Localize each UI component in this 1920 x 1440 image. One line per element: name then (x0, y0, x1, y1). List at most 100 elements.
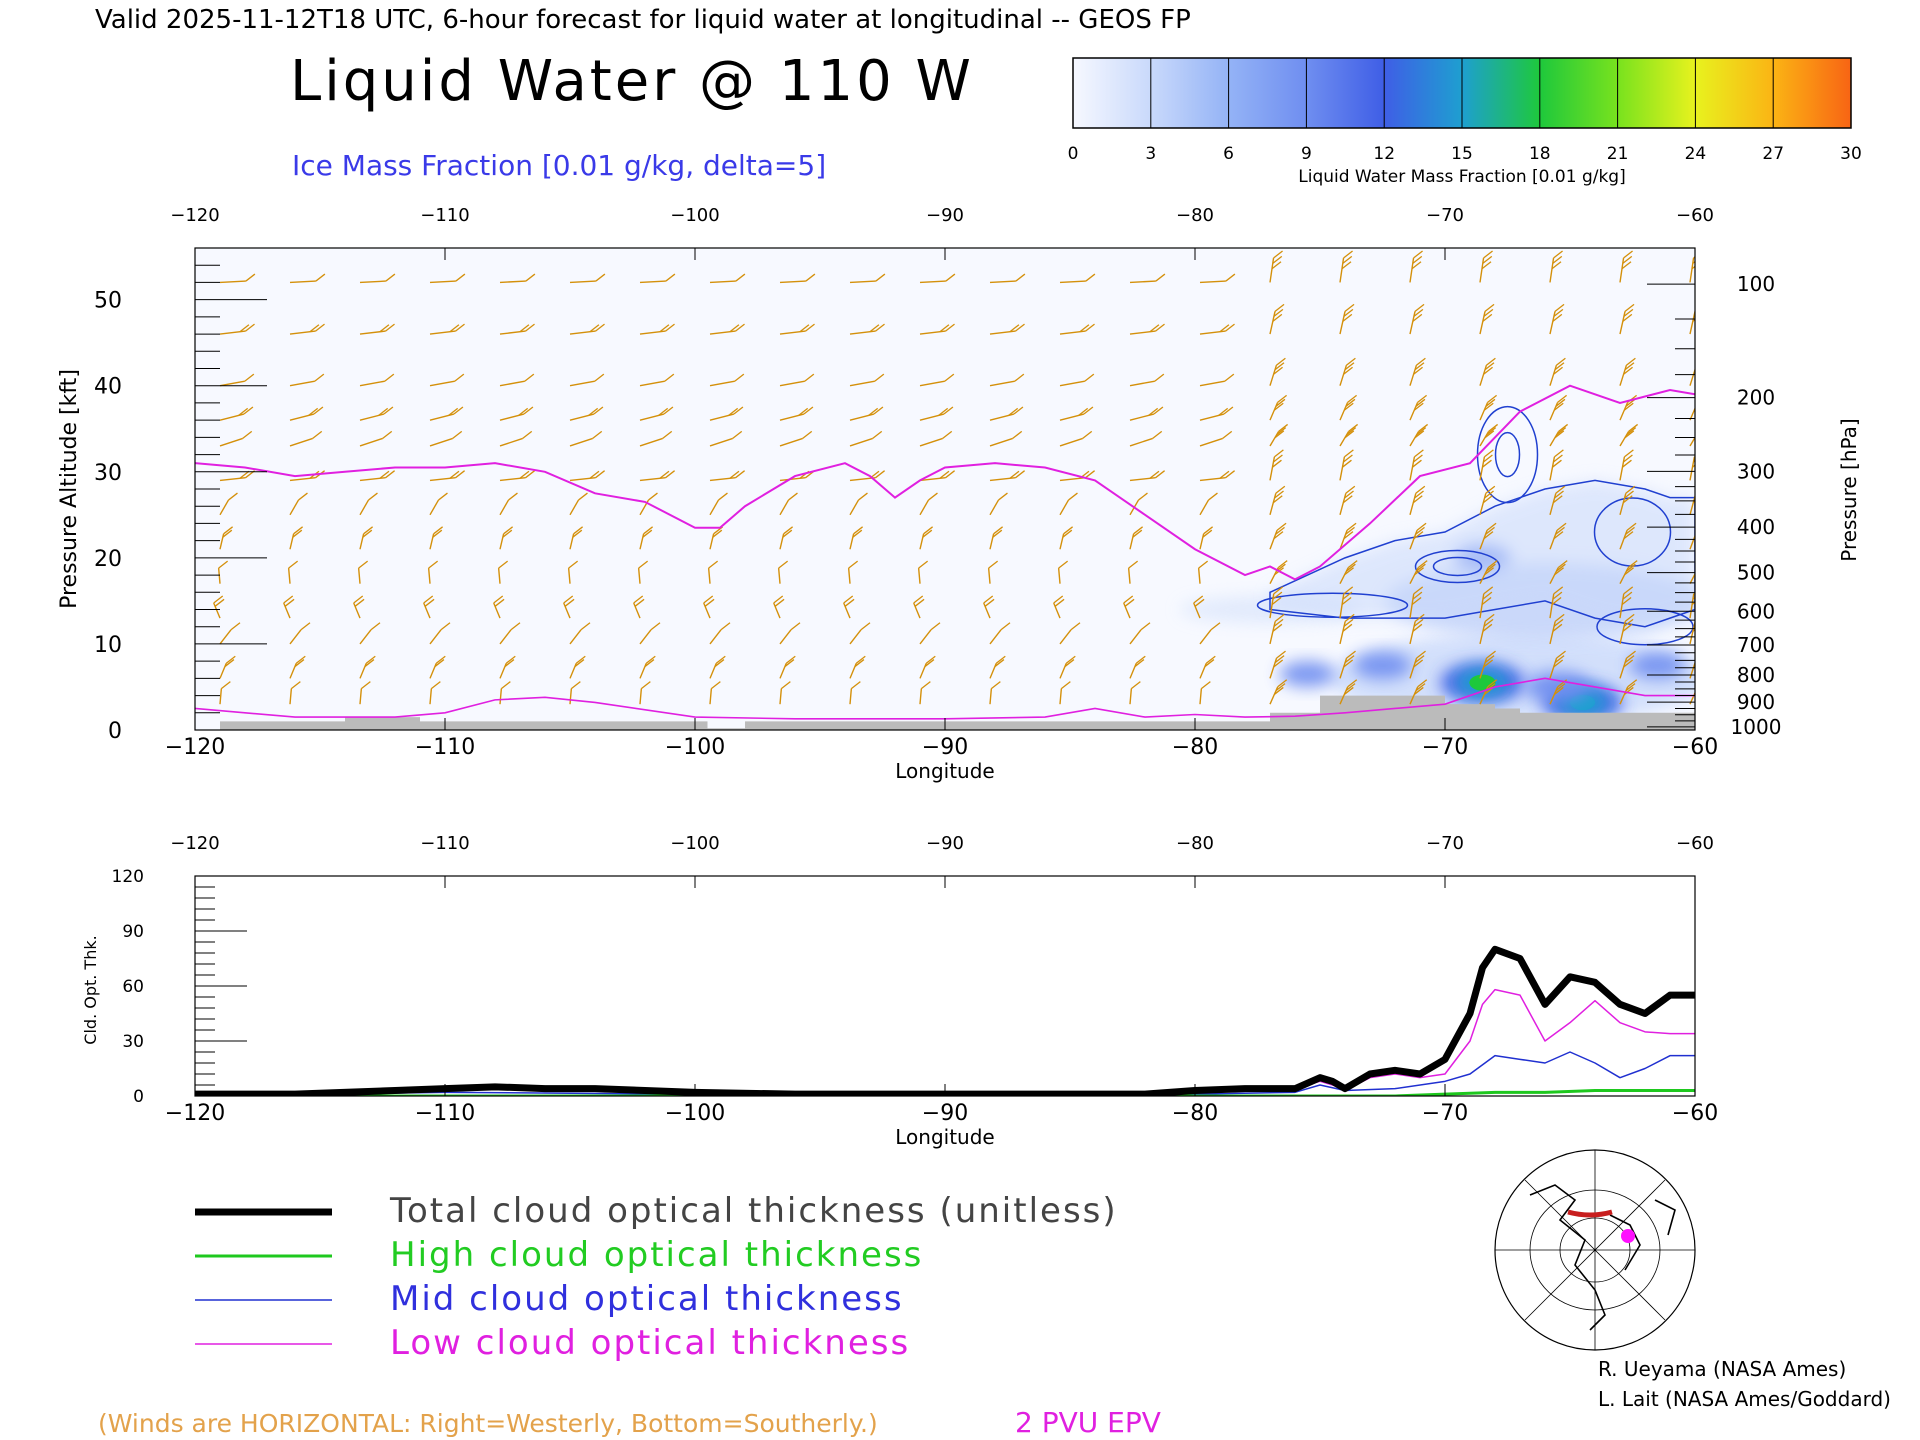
wind-barb-flag (923, 526, 934, 535)
wind-barb-flag (1556, 357, 1566, 366)
wind-barb-flag (1557, 560, 1568, 569)
wind-barb-flag (244, 373, 255, 382)
wind-barb-flag (843, 595, 854, 604)
wind-barb-flag (943, 406, 954, 415)
wind-barb-flag (1148, 407, 1159, 416)
wind-barb-flag (1342, 313, 1353, 322)
wind-barb-shaft (847, 568, 851, 584)
lower-x-tick-label: −100 (665, 1101, 725, 1126)
wind-barb-flag (1272, 255, 1283, 264)
wind-barb-flag (1556, 650, 1566, 659)
wind-barb-shaft (639, 476, 666, 482)
wind-barb-shaft (499, 499, 510, 516)
liquid-water-blob (1353, 651, 1412, 680)
wind-barb-flag (453, 406, 464, 415)
wind-barb-shaft (843, 602, 851, 619)
wind-barb-flag (1053, 595, 1064, 604)
wind-barb-shaft (709, 688, 713, 705)
colorbar-tick-label: 27 (1762, 144, 1784, 164)
wind-barb-flag (1274, 655, 1285, 664)
wind-barb-flag (1554, 303, 1565, 312)
wind-barb-flag (1696, 564, 1705, 571)
wind-barb-shaft (989, 688, 993, 705)
wind-barb-shaft (1269, 257, 1275, 283)
wind-barb-flag (1219, 470, 1230, 479)
wind-barb-flag (1692, 464, 1695, 468)
wind-barb-flag (358, 560, 369, 569)
wind-barb-shaft (707, 568, 711, 584)
wind-barb-shaft (1129, 380, 1155, 387)
wind-barb-flag (1414, 303, 1425, 312)
wind-barb-flag (455, 273, 466, 282)
wind-barb-flag (572, 529, 583, 538)
upper-ylabel-left: Pressure Altitude [kft] (57, 369, 82, 609)
wind-barb-flag (1413, 586, 1424, 595)
wind-barb-flag (1621, 261, 1632, 270)
wind-barb-shaft (289, 629, 302, 645)
wind-barb-flag (1555, 683, 1566, 692)
wind-barb-flag (1277, 679, 1288, 688)
wind-barb-flag (1273, 308, 1284, 317)
wind-barb-flag (1413, 686, 1424, 695)
wind-barb-flag (295, 655, 306, 664)
wind-barb-flag (230, 622, 241, 631)
wind-barb-flag (1341, 261, 1352, 270)
wind-barb-flag (1623, 308, 1634, 317)
wind-barb-flag (1627, 679, 1638, 688)
wind-barb-flag (424, 598, 435, 607)
wind-barb-flag (1412, 495, 1423, 504)
wind-barb-shaft (563, 602, 571, 619)
wind-barb-shaft (639, 330, 666, 335)
wind-barb-shaft (639, 280, 666, 284)
colorbar-tick-label: 21 (1607, 144, 1629, 164)
wind-barb-flag (1271, 261, 1282, 270)
wind-barb-flag (284, 598, 295, 607)
wind-barb-flag (1484, 613, 1495, 622)
wind-barb-flag (803, 406, 814, 415)
wind-barb-flag (1557, 394, 1568, 403)
wind-barb-shaft (1339, 593, 1345, 619)
wind-barb-shaft (913, 602, 921, 619)
wind-barb-shaft (1619, 493, 1627, 516)
wind-barb-flag (780, 681, 791, 690)
wind-barb-flag (1415, 563, 1426, 572)
wind-barb-flag (1483, 659, 1494, 668)
lower-ylabel: Cld. Opt. Thk. (81, 935, 100, 1044)
upper-x-tick-label: −80 (1172, 735, 1218, 760)
wind-barb-flag (523, 406, 534, 415)
wind-barb-flag (1485, 526, 1495, 535)
wind-barb-flag (1153, 406, 1164, 415)
wind-barb-flag (708, 560, 719, 569)
valid-line: Valid 2025-11-12T18 UTC, 6-hour forecast… (95, 5, 1191, 35)
wind-barb-flag (1555, 485, 1566, 494)
wind-barb-flag (1273, 531, 1284, 540)
wind-barb-flag (435, 655, 446, 664)
epv-label: 2 PVU EPV (1015, 1406, 1161, 1439)
wind-barb-shaft (569, 437, 593, 447)
wind-barb-flag (1414, 613, 1425, 622)
wind-barb-flag (378, 407, 389, 416)
wind-barb-flag (1411, 261, 1422, 270)
wind-barb-flag (703, 595, 714, 604)
wind-barb-flag (1622, 313, 1633, 322)
wind-barb-flag (735, 470, 746, 479)
wind-barb-flag (370, 622, 381, 631)
wind-barb-flag (1203, 526, 1214, 535)
inset-location-dot (1621, 1229, 1635, 1243)
wind-barb-shaft (633, 602, 641, 619)
wind-barb-flag (570, 681, 581, 690)
wind-barb-shaft (213, 602, 221, 619)
wind-barb-flag (382, 430, 393, 439)
wind-barb-flag (1484, 430, 1495, 439)
lower-x-tick-label: −60 (1672, 1101, 1718, 1126)
wind-barb-flag (1558, 423, 1569, 432)
wind-barb-shaft (849, 280, 876, 284)
inset-section-line (1567, 1209, 1613, 1218)
wind-barb-shaft (919, 629, 932, 645)
wind-barb-flag (218, 560, 229, 569)
wind-barb-shaft (709, 280, 736, 284)
wind-barb-flag (449, 324, 460, 333)
wind-barb-flag (1342, 591, 1353, 600)
wind-barb-flag (283, 595, 294, 604)
wind-barb-flag (1015, 273, 1026, 282)
